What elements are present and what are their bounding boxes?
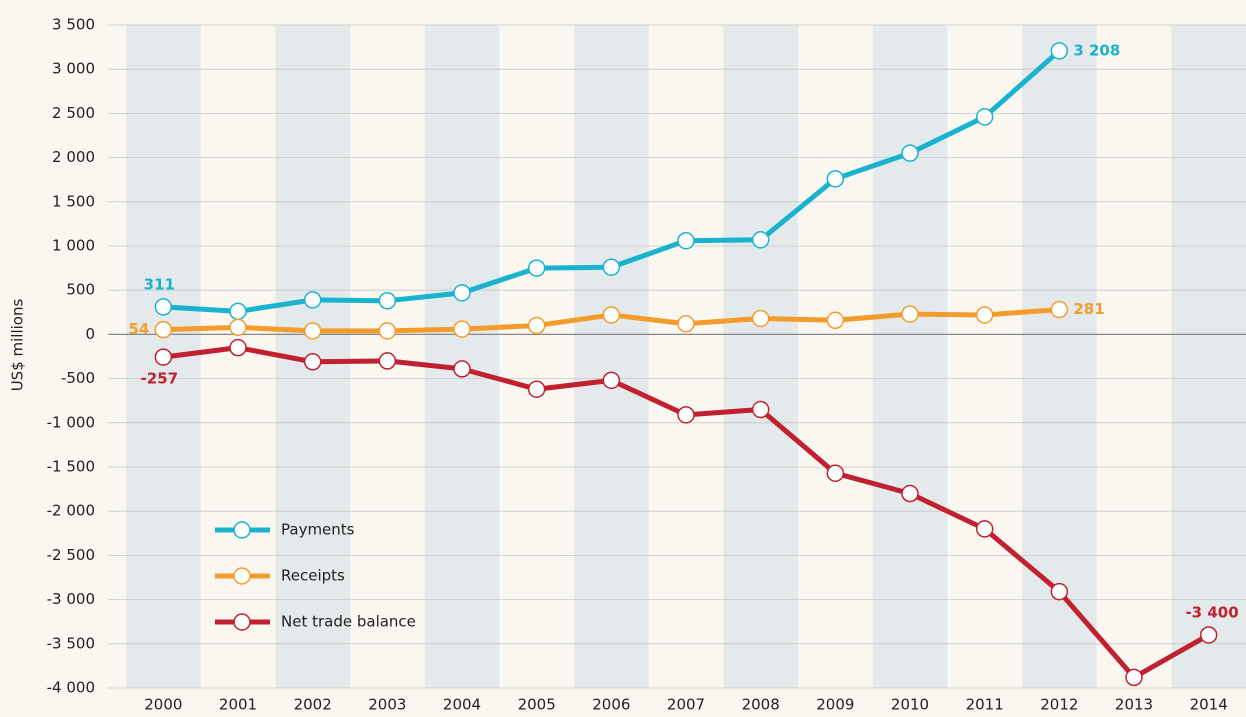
marker [677, 315, 695, 333]
legend-label: Net trade balance [281, 613, 416, 631]
marker [229, 302, 247, 321]
marker [602, 371, 621, 390]
marker [602, 258, 621, 276]
x-tick-label: 2004 [443, 696, 481, 714]
y-tick-label: -500 [61, 369, 95, 387]
y-tick-label: 3 000 [52, 60, 95, 78]
y-tick-label: -2 500 [47, 546, 95, 564]
marker [453, 284, 471, 302]
marker [453, 360, 471, 378]
band [1022, 25, 1097, 688]
y-tick-label: 500 [66, 281, 95, 299]
x-tick-label: 2009 [816, 696, 854, 714]
x-tick-label: 2006 [592, 696, 630, 714]
x-tick-label: 2007 [667, 696, 705, 714]
marker [303, 322, 322, 340]
band [723, 25, 798, 688]
y-tick-label: 1 000 [52, 237, 95, 255]
x-tick-label: 2008 [742, 696, 780, 714]
x-tick-label: 2001 [219, 696, 257, 714]
y-tick-label: -1 500 [47, 458, 95, 476]
marker [1050, 42, 1069, 60]
band [424, 25, 500, 688]
x-tick-label: 2002 [294, 696, 332, 714]
value-label: 311 [144, 275, 175, 293]
marker [1125, 668, 1143, 687]
band [872, 25, 948, 688]
value-label: 54 [128, 320, 149, 338]
marker [1199, 626, 1218, 644]
y-tick-label: -2 000 [47, 502, 95, 520]
marker [229, 318, 247, 337]
band [574, 25, 649, 688]
marker [154, 298, 173, 316]
x-tick-label: 2000 [144, 696, 182, 714]
legend-label: Receipts [281, 567, 345, 585]
marker [453, 320, 471, 338]
value-label: 3 208 [1073, 41, 1120, 59]
marker [826, 170, 845, 188]
x-tick-label: 2010 [891, 696, 929, 714]
x-tick-label: 2013 [1115, 696, 1153, 714]
value-label: -257 [141, 370, 179, 388]
legend-marker [233, 613, 251, 631]
marker [303, 291, 322, 309]
band [1171, 25, 1246, 688]
marker [751, 309, 770, 328]
marker [975, 108, 994, 126]
marker [154, 320, 173, 339]
y-tick-label: 0 [85, 325, 95, 343]
y-tick-label: -4 000 [47, 679, 95, 697]
marker [154, 348, 173, 366]
marker [378, 352, 397, 370]
legend-label: Payments [281, 521, 355, 539]
marker [303, 353, 322, 371]
y-tick-label: 1 500 [52, 192, 95, 210]
y-tick-label: -3 000 [47, 590, 95, 608]
marker [527, 259, 546, 277]
marker [1050, 582, 1069, 601]
x-tick-label: 2005 [518, 696, 556, 714]
marker [826, 464, 845, 482]
marker [527, 380, 546, 398]
marker [378, 292, 397, 310]
marker [1050, 300, 1069, 319]
marker [677, 231, 695, 250]
marker [901, 305, 919, 323]
marker [677, 406, 695, 424]
x-tick-label: 2012 [1040, 696, 1078, 714]
marker [378, 322, 397, 340]
marker [826, 311, 845, 330]
marker [751, 400, 770, 419]
marker [901, 484, 919, 503]
x-tick-label: 2011 [966, 696, 1004, 714]
legend-marker [233, 567, 251, 585]
marker [901, 144, 919, 162]
marker [602, 306, 621, 324]
value-label: -3 400 [1185, 603, 1238, 621]
value-label: 281 [1073, 300, 1104, 318]
marker [975, 520, 994, 538]
marker [229, 338, 247, 357]
y-tick-label: -3 500 [47, 634, 95, 652]
marker [975, 306, 994, 324]
x-tick-label: 2014 [1190, 696, 1228, 714]
legend-marker [233, 521, 251, 539]
marker [527, 316, 546, 335]
y-tick-label: -1 000 [47, 413, 95, 431]
y-tick-label: 2 000 [52, 148, 95, 166]
y-axis-label: US$ millions [9, 299, 27, 392]
x-tick-label: 2003 [368, 696, 406, 714]
y-tick-label: 3 500 [52, 16, 95, 34]
marker [751, 231, 770, 249]
y-tick-label: 2 500 [52, 104, 95, 122]
